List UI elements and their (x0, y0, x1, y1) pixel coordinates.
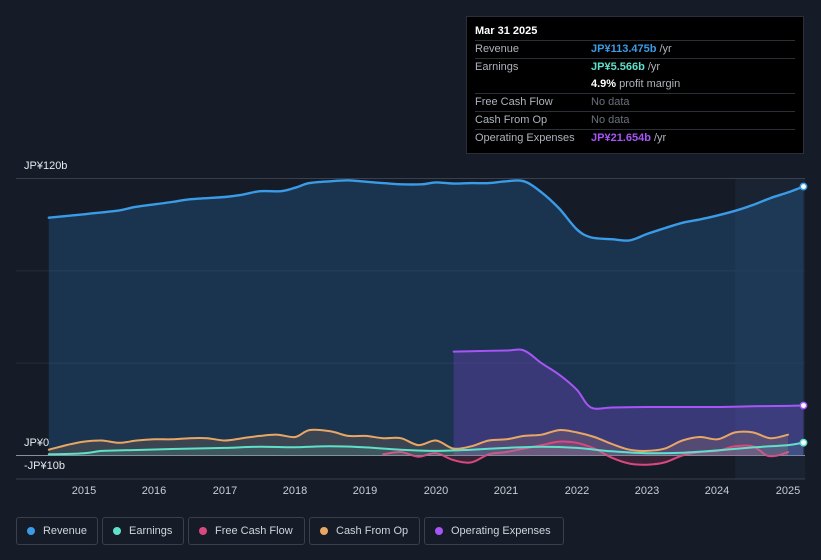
tooltip-date: Mar 31 2025 (475, 25, 538, 37)
tooltip-unit: /yr (653, 132, 667, 144)
tooltip-row-operating-expenses: Operating Expenses JP¥21.654b /yr (475, 129, 795, 147)
series-area-free-cash-flow (383, 441, 788, 465)
tooltip-row-cash-from-op: Cash From Op No data (475, 111, 795, 129)
x-tick-label: 2020 (423, 485, 449, 497)
legend-label: Revenue (42, 525, 87, 537)
tooltip-row-revenue: Revenue JP¥113.475b /yr (475, 40, 795, 58)
tooltip-unit: /yr (659, 43, 672, 55)
legend-item-cash-from-op[interactable]: Cash From Op (309, 517, 420, 545)
tooltip-label: Revenue (475, 43, 520, 55)
x-tick-label: 2017 (212, 485, 238, 497)
y-tick-label-zero: JP¥0 (24, 437, 50, 449)
tooltip-row-earnings: Earnings JP¥5.566b /yr (475, 58, 795, 76)
x-tick-label: 2019 (352, 485, 378, 497)
legend-dot-icon (199, 527, 207, 535)
series-area-operating-expenses (453, 349, 804, 456)
tooltip-row-free-cash-flow: Free Cash Flow No data (475, 93, 795, 111)
x-tick-label: 2021 (493, 485, 519, 497)
legend-dot-icon (27, 527, 35, 535)
series-area-revenue (48, 180, 804, 456)
hover-tooltip: Mar 31 2025 Revenue JP¥113.475b /yr Earn… (466, 16, 804, 154)
x-tick-label: 2015 (71, 485, 97, 497)
tooltip-value: No data (591, 96, 630, 108)
legend-item-free-cash-flow[interactable]: Free Cash Flow (188, 517, 305, 545)
tooltip-unit: /yr (647, 61, 661, 73)
x-tick-label: 2024 (704, 485, 730, 497)
tooltip-row-margin: 4.9% profit margin (475, 76, 795, 93)
tooltip-value: JP¥5.566b (591, 61, 645, 73)
y-tick-label-bottom: -JP¥10b (24, 460, 65, 472)
tooltip-value: No data (591, 114, 630, 126)
legend-dot-icon (435, 527, 443, 535)
tooltip-unit: profit margin (619, 78, 681, 90)
x-tick-label: 2016 (141, 485, 167, 497)
x-tick-label: 2018 (282, 485, 308, 497)
tooltip-value: 4.9% (591, 78, 617, 90)
series-line-earnings (47, 441, 805, 456)
end-marker-operating-expenses (799, 401, 808, 410)
tooltip-label: Free Cash Flow (475, 96, 553, 108)
legend-label: Operating Expenses (451, 525, 551, 537)
legend-dot-icon (320, 527, 328, 535)
x-tick-label: 2023 (634, 485, 660, 497)
series-line-operating-expenses (452, 348, 805, 410)
legend-item-revenue[interactable]: Revenue (16, 517, 98, 545)
legend-label: Cash From Op (336, 525, 409, 537)
x-tick-label: 2025 (775, 485, 801, 497)
series-line-cash-from-op (47, 428, 789, 452)
tooltip-label: Earnings (475, 61, 519, 73)
legend-dot-icon (113, 527, 121, 535)
forecast-region (735, 178, 805, 479)
tooltip-label: Operating Expenses (475, 132, 575, 144)
legend-item-operating-expenses[interactable]: Operating Expenses (424, 517, 564, 545)
tooltip-label: Cash From Op (475, 114, 548, 126)
tooltip-value: JP¥21.654b (591, 132, 651, 144)
end-marker-revenue (799, 182, 808, 191)
y-tick-label-top: JP¥120b (24, 160, 68, 172)
legend-label: Earnings (129, 525, 173, 537)
tooltip-label (475, 76, 591, 93)
series-area-cash-from-op (48, 429, 789, 456)
legend-label: Free Cash Flow (215, 525, 293, 537)
legend-item-earnings[interactable]: Earnings (102, 517, 184, 545)
x-tick-label: 2022 (564, 485, 590, 497)
end-marker-earnings (799, 438, 808, 447)
series-line-revenue (47, 179, 805, 242)
tooltip-value: JP¥113.475b (591, 43, 657, 55)
